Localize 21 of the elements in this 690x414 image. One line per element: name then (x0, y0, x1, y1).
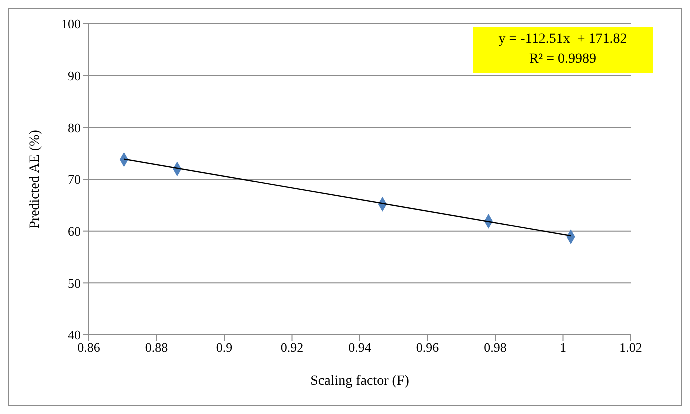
y-tick-label: 90 (68, 68, 81, 84)
x-tick-label: 0.86 (78, 340, 101, 356)
x-tick-label: 0.9 (216, 340, 233, 356)
annotation: y = -112.51x + 171.82 (498, 31, 628, 49)
y-tick-label: 50 (68, 276, 81, 291)
y-tick-label: 60 (68, 224, 81, 239)
x-tick-label: 0.96 (416, 340, 440, 356)
annotation: R² = 0.9989 (528, 51, 598, 69)
x-tick-label: 0.92 (280, 340, 304, 356)
y-tick-label: 40 (68, 328, 81, 343)
x-tick-label: 1.02 (620, 340, 642, 356)
y-axis-title: Predicted AE (%) (28, 130, 43, 229)
y-tick-label: 80 (68, 120, 81, 136)
y-tick-label: 70 (68, 172, 81, 188)
x-axis-title: Scaling factor (F) (310, 374, 410, 389)
x-tick-label: 0.88 (145, 340, 168, 356)
x-tick-label: 0.94 (348, 340, 372, 356)
y-tick-label: 100 (62, 16, 81, 32)
equation-box: y = -112.51x + 171.82 R² = 0.9989 (473, 27, 653, 73)
x-tick-label: 1 (560, 340, 566, 356)
x-tick-label: 0.98 (484, 340, 507, 356)
